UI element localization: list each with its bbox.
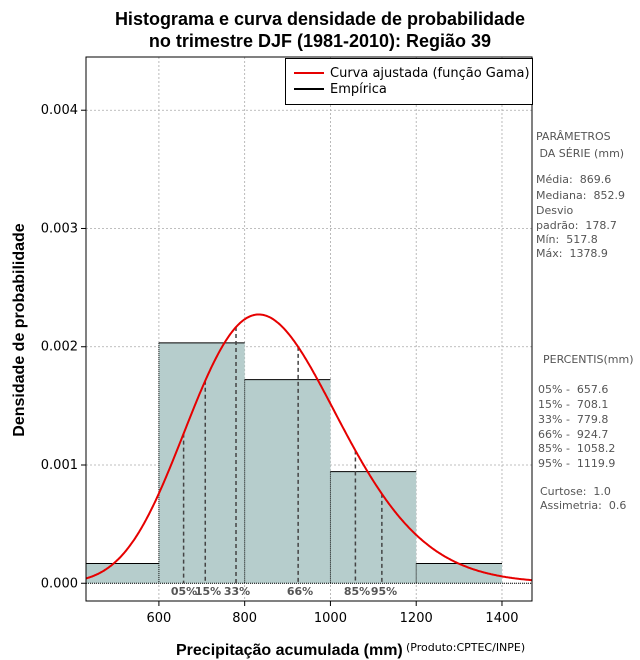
percentile-label: 95% <box>371 585 397 598</box>
param-mediana: Mediana: 852.9 <box>536 189 625 202</box>
percentil-15: 15% - 708.1 <box>538 398 609 411</box>
axes: 600 800 1000 1200 1400 0.000 0.001 0.002 0.003 0.… <box>41 56 533 626</box>
percentil-05: 05% - 657.6 <box>538 383 609 396</box>
histogram-bars <box>85 342 532 584</box>
percentil-33: 33% - 779.8 <box>538 413 609 426</box>
param-min: Mín: 517.8 <box>536 233 598 246</box>
parametros-heading1: PARÂMETROS <box>536 130 611 143</box>
percentile-label: 66% <box>287 585 313 598</box>
percentis-heading: PERCENTIS(mm) <box>543 353 634 366</box>
param-padrao: padrão: 178.7 <box>536 219 617 232</box>
x-tick-label: 600 <box>146 611 171 626</box>
x-tick-label: 800 <box>232 611 257 626</box>
plot-frame <box>85 56 533 602</box>
legend-swatch-empirica <box>294 88 324 90</box>
product-credit: (Produto:CPTEC/INPE) <box>406 641 526 654</box>
percentile-label: 05% <box>171 585 197 598</box>
legend-item-empirica: Empírica <box>294 81 387 97</box>
gamma-curve <box>85 313 533 582</box>
stat-curtose: Curtose: 1.0 <box>540 485 611 498</box>
stat-assimetria: Assimetria: 0.6 <box>540 499 627 512</box>
histogram-bar <box>416 563 502 584</box>
histogram-bar <box>330 471 417 584</box>
percentile-label: 15% <box>195 585 221 598</box>
param-max: Máx: 1378.9 <box>536 247 608 260</box>
histogram-bar <box>158 342 245 584</box>
density-curve <box>85 313 533 582</box>
legend-item-curve: Curva ajustada (função Gama) <box>294 65 530 81</box>
param-desvio: Desvio <box>536 204 574 217</box>
y-tick-label: 0.003 <box>41 221 78 236</box>
x-axis-label: Precipitação acumulada (mm) <box>176 642 403 659</box>
y-tick-label: 0.000 <box>41 576 78 591</box>
parametros-heading2: DA SÉRIE (mm) <box>536 147 625 160</box>
legend-label-empirica: Empírica <box>330 81 387 97</box>
x-tick-label: 1400 <box>485 611 518 626</box>
x-tick-label: 1000 <box>314 611 347 626</box>
y-tick-label: 0.001 <box>41 458 78 473</box>
y-tick-label: 0.002 <box>41 340 78 355</box>
percentil-95: 95% - 1119.9 <box>538 457 616 470</box>
param-media: Média: 869.6 <box>536 173 612 186</box>
percentile-label: 85% <box>344 585 370 598</box>
legend: Curva ajustada (função Gama) Empírica <box>285 58 533 105</box>
histogram-bar <box>244 379 331 584</box>
chart-title-line1: Histograma e curva densidade de probabil… <box>114 9 526 29</box>
histogram-bar <box>86 563 159 584</box>
percentil-85: 85% - 1058.2 <box>538 442 616 455</box>
y-tick-label: 0.004 <box>41 103 78 118</box>
percentil-66: 66% - 924.7 <box>538 428 609 441</box>
percentile-lines: 05%15% 33% 66% 85% 95% <box>171 327 397 598</box>
y-axis-label: Densidade de probabilidade <box>11 223 28 437</box>
x-tick-label: 1200 <box>400 611 433 626</box>
percentile-label: 33% <box>224 585 250 598</box>
legend-label-curve: Curva ajustada (função Gama) <box>330 65 530 81</box>
legend-swatch-curve <box>294 72 324 74</box>
chart-title-line2: no trimestre DJF (1981-2010): Região 39 <box>148 31 492 51</box>
